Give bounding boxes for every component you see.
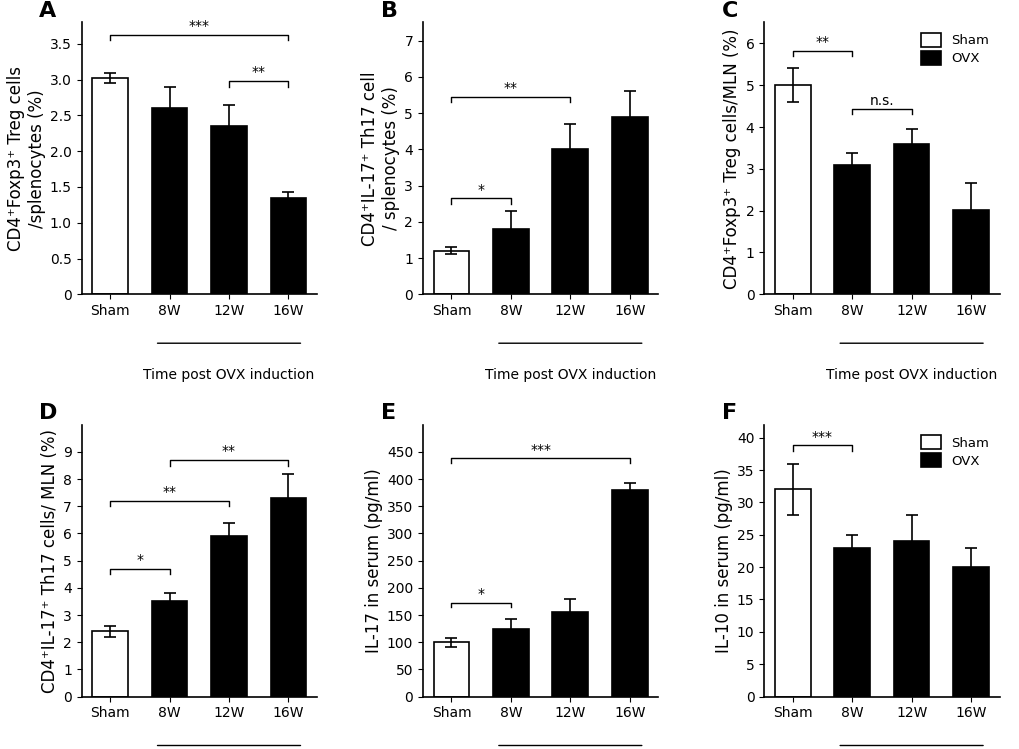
Bar — [92, 631, 127, 697]
Y-axis label: IL-10 in serum (pg/ml): IL-10 in serum (pg/ml) — [714, 468, 732, 653]
Bar — [152, 601, 187, 697]
Text: C: C — [721, 1, 738, 21]
Bar — [834, 548, 869, 697]
Text: *: * — [477, 183, 484, 196]
Text: A: A — [39, 1, 56, 21]
Bar — [433, 642, 469, 697]
Bar — [433, 251, 469, 294]
Text: Time post OVX induction: Time post OVX induction — [825, 368, 997, 382]
Bar — [611, 117, 647, 294]
Text: F: F — [721, 403, 737, 423]
Text: *: * — [137, 554, 144, 567]
Bar — [953, 210, 988, 294]
Bar — [611, 490, 647, 697]
Bar — [552, 612, 588, 697]
Bar — [893, 144, 928, 294]
Text: D: D — [39, 403, 57, 423]
Text: ***: *** — [811, 430, 833, 444]
Text: **: ** — [814, 35, 828, 49]
Legend: Sham, OVX: Sham, OVX — [916, 431, 993, 472]
Y-axis label: CD4⁺Foxp3⁺ Treg cells/MLN (%): CD4⁺Foxp3⁺ Treg cells/MLN (%) — [722, 28, 741, 288]
Text: *: * — [477, 587, 484, 601]
Bar — [774, 490, 810, 697]
Text: **: ** — [162, 485, 176, 500]
Bar — [953, 567, 988, 697]
Bar — [270, 198, 306, 294]
Bar — [152, 109, 187, 294]
Y-axis label: IL-17 in serum (pg/ml): IL-17 in serum (pg/ml) — [364, 468, 382, 653]
Legend: Sham, OVX: Sham, OVX — [916, 29, 993, 70]
Bar — [92, 78, 127, 294]
Text: Time post OVX induction: Time post OVX induction — [484, 368, 655, 382]
Text: n.s.: n.s. — [869, 94, 894, 108]
Bar — [552, 149, 588, 294]
Text: **: ** — [252, 65, 266, 79]
Y-axis label: CD4⁺Foxp3⁺ Treg cells
/splenocytes (%): CD4⁺Foxp3⁺ Treg cells /splenocytes (%) — [7, 66, 46, 251]
Text: ***: *** — [189, 19, 210, 33]
Bar — [492, 229, 528, 294]
Bar — [492, 628, 528, 697]
Text: **: ** — [503, 81, 518, 95]
Text: **: ** — [222, 444, 235, 458]
Y-axis label: CD4⁺IL-17⁺ Th17 cell
/ splenocytes (%): CD4⁺IL-17⁺ Th17 cell / splenocytes (%) — [361, 71, 399, 246]
Text: ***: *** — [530, 443, 550, 457]
Text: Time post OVX induction: Time post OVX induction — [144, 368, 314, 382]
Y-axis label: CD4⁺IL-17⁺ Th17 cells/ MLN (%): CD4⁺IL-17⁺ Th17 cells/ MLN (%) — [41, 428, 59, 693]
Text: E: E — [380, 403, 395, 423]
Bar — [893, 542, 928, 697]
Bar — [834, 166, 869, 294]
Bar — [774, 85, 810, 294]
Bar — [270, 498, 306, 697]
Bar — [211, 536, 247, 697]
Bar — [211, 126, 247, 294]
Text: B: B — [380, 1, 397, 21]
